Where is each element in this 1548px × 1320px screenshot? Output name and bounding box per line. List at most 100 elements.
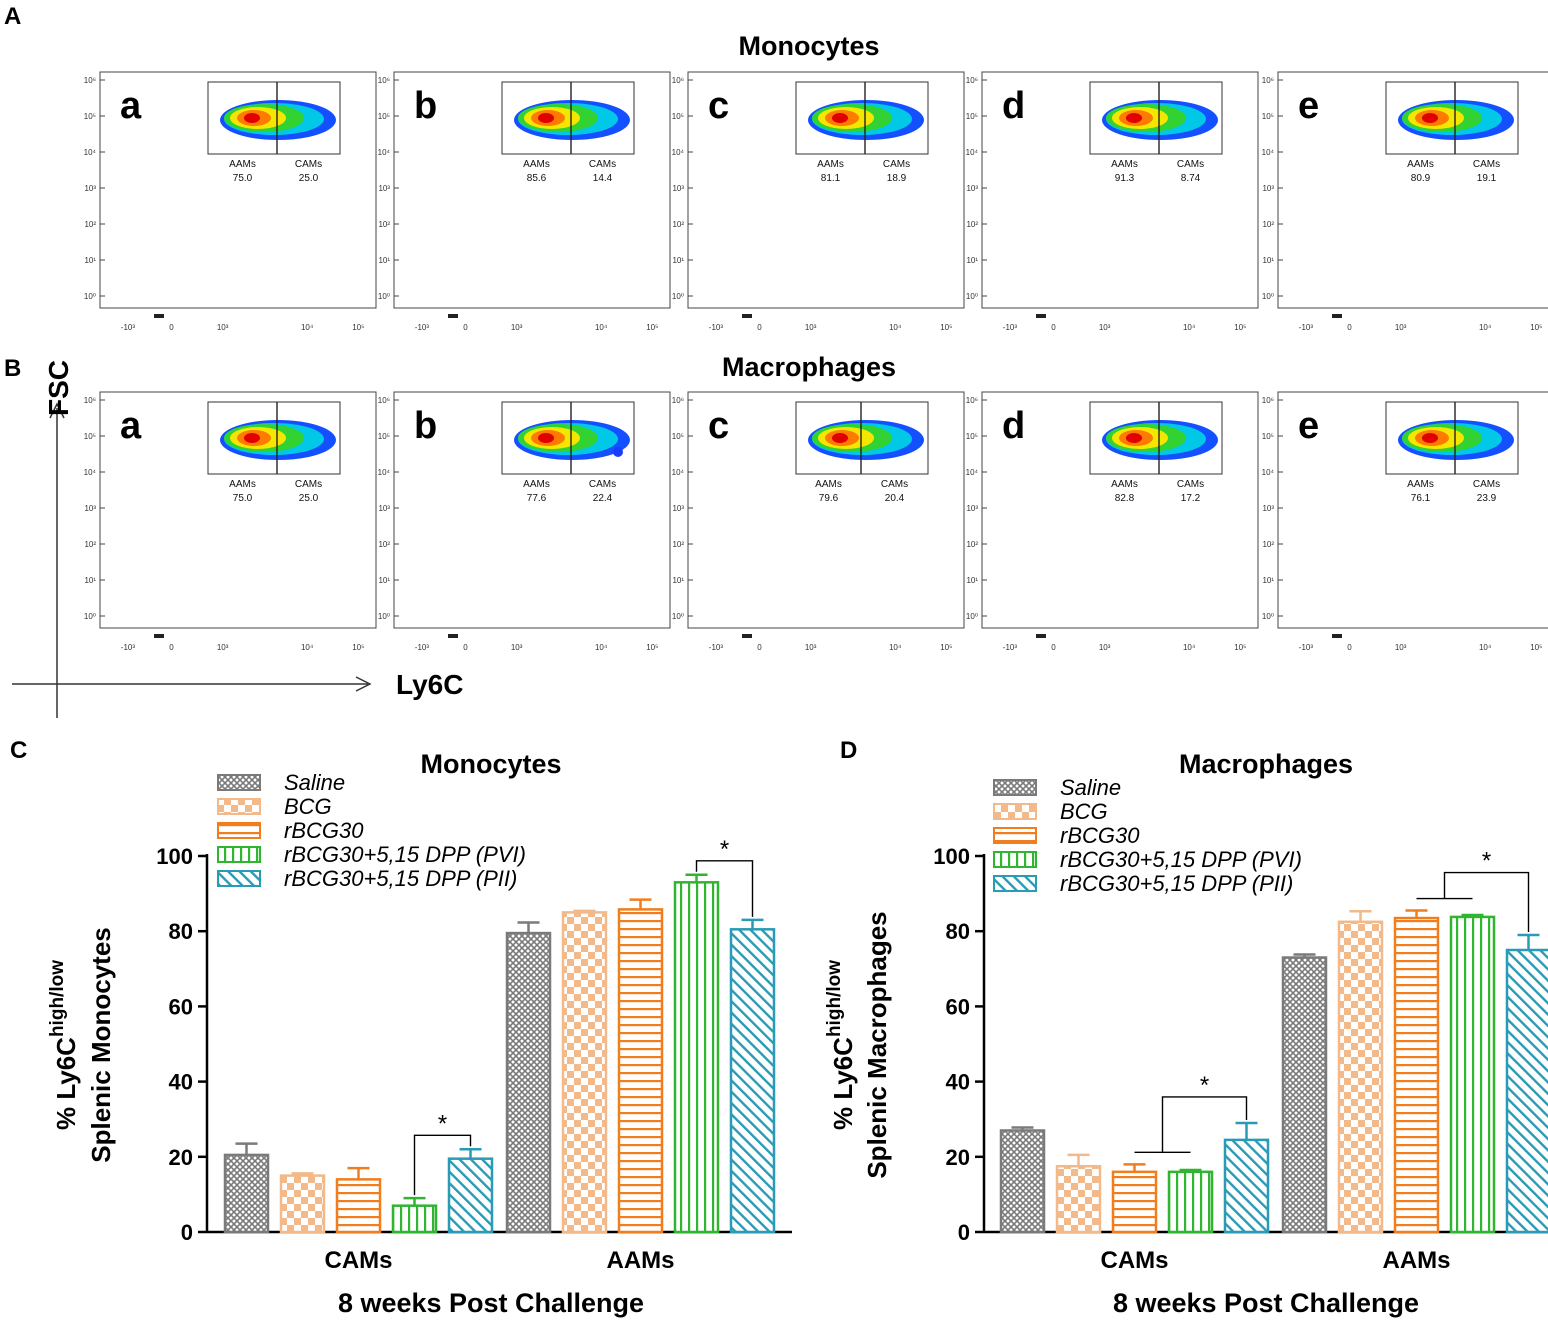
y-tick-label: 10⁵: [1262, 112, 1274, 121]
density-outlier: [613, 447, 623, 457]
gate-value-cams: 18.9: [887, 173, 907, 184]
x-tick-label: 10³: [217, 643, 229, 652]
x-tick-label: -10³: [121, 643, 136, 652]
x-tick-label: 10⁴: [1183, 643, 1196, 652]
bar-AAMs-3: [1449, 915, 1496, 1234]
y-tick-label: 10²: [672, 540, 684, 549]
gate-label-cams: CAMs: [295, 159, 322, 170]
y-tick-label: 10¹: [672, 576, 684, 585]
bar-CAMs-2: [1111, 1170, 1158, 1234]
y-axis-title-line2: Splenic Monocytes: [86, 927, 116, 1163]
x-tick-label: 0: [1347, 323, 1352, 332]
bar-CAMs-1: [1055, 1164, 1102, 1234]
zero-marker: [1036, 314, 1046, 318]
y-tick-label: 10²: [966, 540, 978, 549]
x-tick-label: 10⁵: [1234, 323, 1246, 332]
bar-AAMs-0: [505, 931, 552, 1234]
y-tick-label: 10⁰: [84, 612, 96, 621]
x-tick-label: -10³: [709, 323, 724, 332]
bar-CAMs-0: [999, 1129, 1046, 1234]
significance-star: *: [720, 836, 729, 863]
x-tick-label: 10⁵: [352, 323, 364, 332]
bar-AAMs-3: [673, 881, 720, 1234]
gate-value-cams: 14.4: [593, 173, 613, 184]
y-tick-label: 10⁴: [378, 148, 391, 157]
y-tick-label: 10⁶: [966, 396, 978, 405]
x-tick-label: 0: [757, 323, 762, 332]
gate-box: [207, 81, 341, 155]
y-tick-label: 10¹: [84, 576, 96, 585]
y-tick-label: 10¹: [966, 256, 978, 265]
y-tick-label: 40: [946, 1070, 970, 1095]
gate-box: [1089, 401, 1223, 475]
gate-label-aams: AAMs: [229, 479, 256, 490]
y-axis-title-line1: % Ly6Chigh/low: [47, 960, 81, 1130]
zero-marker: [1332, 634, 1342, 638]
x-tick-label: 0: [1051, 643, 1056, 652]
legend-label: BCG: [1060, 799, 1108, 824]
bar-AAMs-0: [1281, 956, 1328, 1234]
legend-label: BCG: [284, 794, 332, 819]
x-tick-label: 10⁵: [646, 643, 658, 652]
x-tick-label: 10³: [511, 323, 523, 332]
gate-value-cams: 20.4: [885, 493, 905, 504]
ly6c-axis-arrow: [355, 676, 372, 692]
gate-label-aams: AAMs: [229, 159, 256, 170]
bar-AAMs-4: [729, 928, 776, 1234]
bar-CAMs-3: [1167, 1170, 1214, 1234]
y-tick-label: 10³: [672, 184, 684, 193]
legend-swatch: [993, 827, 1037, 844]
x-tick-label: 10⁵: [646, 323, 658, 332]
y-tick-label: 20: [946, 1145, 970, 1170]
y-tick-label: 10²: [84, 540, 96, 549]
density-core: [1126, 433, 1142, 443]
gate-value-aams: 76.1: [1411, 493, 1431, 504]
y-tick-label: 10³: [1262, 504, 1274, 513]
flow-plot-macrophages-a: 10⁶ 10⁵ 10⁴ 10³ 10² 10¹ 10⁰ -10³ 0 10³ 10⁴ 10⁵ a AAMs…: [84, 391, 377, 652]
plot-letter: b: [414, 405, 437, 447]
gate-value-cams: 19.1: [1477, 173, 1497, 184]
y-tick-label: 10⁰: [672, 612, 684, 621]
y-tick-label: 10⁰: [1262, 292, 1274, 301]
x-tick-label: -10³: [121, 323, 136, 332]
x-tick-label: 10⁴: [595, 643, 608, 652]
gate-label-cams: CAMs: [589, 159, 616, 170]
y-tick-label: 10³: [84, 504, 96, 513]
y-tick-label: 10¹: [84, 256, 96, 265]
gate-box: [795, 401, 929, 475]
x-tick-label: 10⁵: [352, 643, 364, 652]
x-tick-label: 0: [169, 323, 174, 332]
macrophages-flow-title: Macrophages: [722, 352, 896, 382]
y-tick-label: 10⁶: [84, 396, 96, 405]
density-core: [832, 433, 848, 443]
significance-bracket: [1443, 871, 1530, 932]
y-tick-label: 10⁴: [378, 468, 391, 477]
gate-value-aams: 77.6: [527, 493, 547, 504]
bar-AAMs-2: [617, 908, 664, 1234]
y-tick-label: 10⁰: [672, 292, 684, 301]
y-tick-label: 10²: [1262, 540, 1274, 549]
gate-value-aams: 82.8: [1115, 493, 1135, 504]
gate-value-aams: 75.0: [233, 493, 253, 504]
x-tick-label: 10⁴: [595, 323, 608, 332]
significance-bracket: [695, 860, 754, 917]
x-tick-label: -10³: [415, 643, 430, 652]
y-axis-title-line1: % Ly6Chigh/low: [824, 960, 858, 1130]
x-tick-label: 10³: [1395, 323, 1407, 332]
legend-label: rBCG30+5,15 DPP (PII): [284, 866, 517, 891]
x-tick-label: 0: [1051, 323, 1056, 332]
y-axis-title-prefix: % Ly6C: [828, 1037, 858, 1130]
x-tick-label: -10³: [1003, 323, 1018, 332]
density-core: [1422, 113, 1438, 123]
legend-swatch: [217, 798, 261, 815]
y-tick-label: 10¹: [378, 256, 390, 265]
y-tick-label: 10⁴: [672, 468, 685, 477]
gate-label-aams: AAMs: [1111, 479, 1138, 490]
y-tick-label: 10⁰: [378, 292, 390, 301]
density-core: [1422, 433, 1438, 443]
x-tick-label: 10³: [217, 323, 229, 332]
flow-plot-monocytes-c: 10⁶ 10⁵ 10⁴ 10³ 10² 10¹ 10⁰ -10³ 0 10³ 10⁴ 10⁵ c AAMs…: [672, 71, 965, 332]
y-tick-label: 10⁵: [84, 112, 96, 121]
y-tick-label: 10⁵: [1262, 432, 1274, 441]
legend-label: Saline: [284, 770, 345, 795]
